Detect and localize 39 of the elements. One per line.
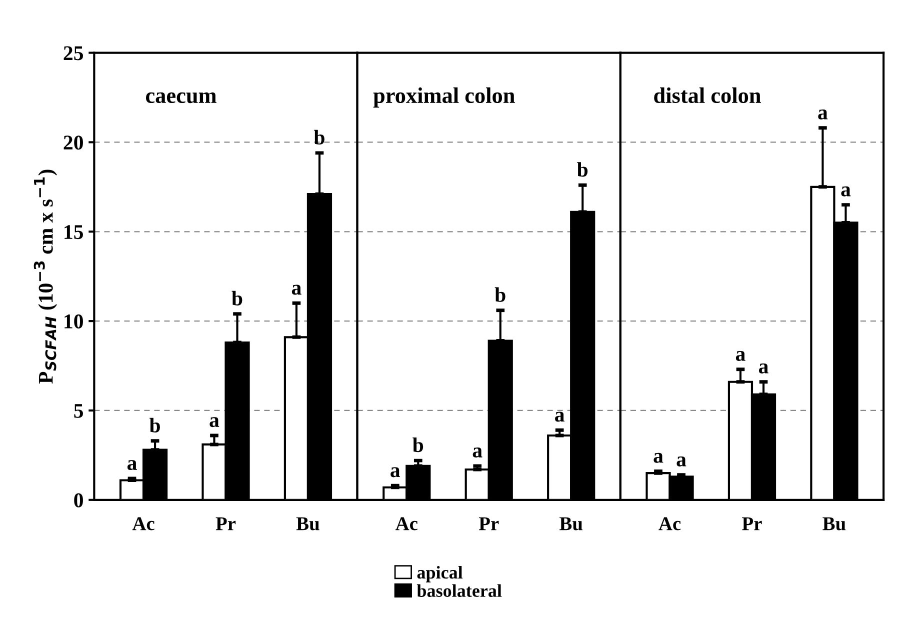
x-tick-label: Bu [560, 517, 582, 530]
annotation: b [232, 290, 242, 306]
annotation: a [127, 460, 137, 470]
annotation: a [758, 363, 768, 374]
annotation: b [577, 162, 588, 177]
y-tick-label: 5 [74, 404, 84, 418]
x-tick-label: Bu [296, 517, 320, 530]
y-tick-label: 15 [64, 225, 84, 240]
annotation: a [555, 412, 564, 422]
text: proximal colon [373, 87, 515, 108]
y-axis-title: P$_{SCFAH}$ (10$^{−3}$ cm x s$^{−1}$) [34, 170, 58, 384]
annotation: a [210, 417, 220, 428]
text: distal colon [654, 87, 761, 104]
annotation: b [150, 418, 160, 432]
y-tick-label: 25 [64, 46, 84, 60]
x-tick-label: Bu [822, 517, 846, 530]
annotation: b [412, 438, 424, 452]
annotation: a [841, 186, 851, 196]
annotation: a [390, 467, 400, 478]
annotation: a [292, 284, 302, 295]
text: caecum [146, 92, 216, 104]
annotation: a [676, 456, 686, 466]
x-tick-label: Pr [478, 517, 499, 530]
annotation: a [472, 448, 482, 458]
y-tick-label: 0 [74, 493, 83, 508]
annotation: a [736, 350, 746, 361]
x-tick-label: Ac [658, 517, 681, 530]
annotation: b [314, 130, 324, 145]
annotation: a [654, 452, 664, 463]
annotation: a [818, 110, 828, 120]
y-tick-label: 10 [64, 314, 83, 328]
x-tick-label: Ac [132, 517, 154, 530]
x-tick-label: Pr [742, 517, 762, 530]
legend-label: basolateral [416, 584, 502, 597]
annotation: b [494, 287, 506, 302]
legend-label: apical [417, 566, 463, 582]
y-tick-label: 20 [64, 136, 83, 150]
x-tick-label: Pr [216, 517, 236, 530]
x-tick-label: Ac [395, 517, 418, 530]
